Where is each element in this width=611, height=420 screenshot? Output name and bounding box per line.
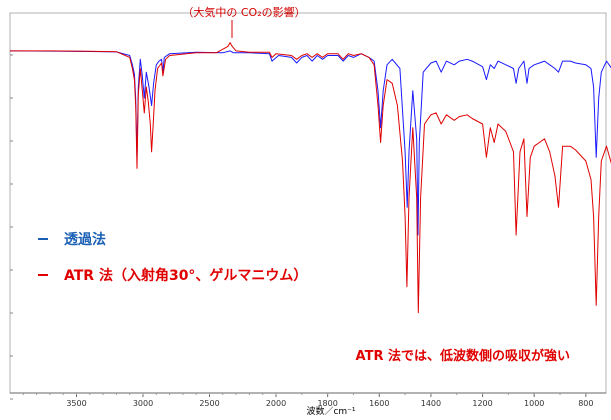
x-tick-label: 800 [578, 399, 593, 408]
x-tick-label: 1400 [421, 399, 441, 408]
x-axis-ticks: 3500 3000 2500 2000 1800 1600 1400 1200 1000 800 [22, 393, 593, 408]
x-tick-label: 3000 [133, 399, 153, 408]
x-tick-label: 1600 [369, 399, 389, 408]
atr-note: ATR 法では、低波数側の吸収が強い [356, 348, 570, 364]
plot-frame [9, 12, 607, 394]
x-tick-label: 2000 [266, 399, 286, 408]
x-axis-title: 波数／cm⁻¹ [306, 405, 355, 417]
series-line-transmission [9, 50, 611, 236]
x-tick-label: 3500 [66, 399, 86, 408]
series-group [9, 42, 611, 314]
legend: 透過法 ATR 法（入射角30°、ゲルマニウム） [38, 231, 307, 284]
co2-annotation: （大気中の CO₂の影響） [182, 5, 305, 19]
left-tick-marks [10, 54, 13, 400]
legend-label-transmission: 透過法 [64, 231, 106, 248]
legend-label-atr: ATR 法（入射角30°、ゲルマニウム） [64, 267, 307, 284]
x-tick-label: 1800 [317, 399, 337, 408]
series-line-atr [10, 42, 611, 314]
x-tick-label: 1200 [472, 399, 492, 408]
x-tick-label: 1000 [524, 399, 544, 408]
x-tick-label: 2500 [199, 399, 219, 408]
